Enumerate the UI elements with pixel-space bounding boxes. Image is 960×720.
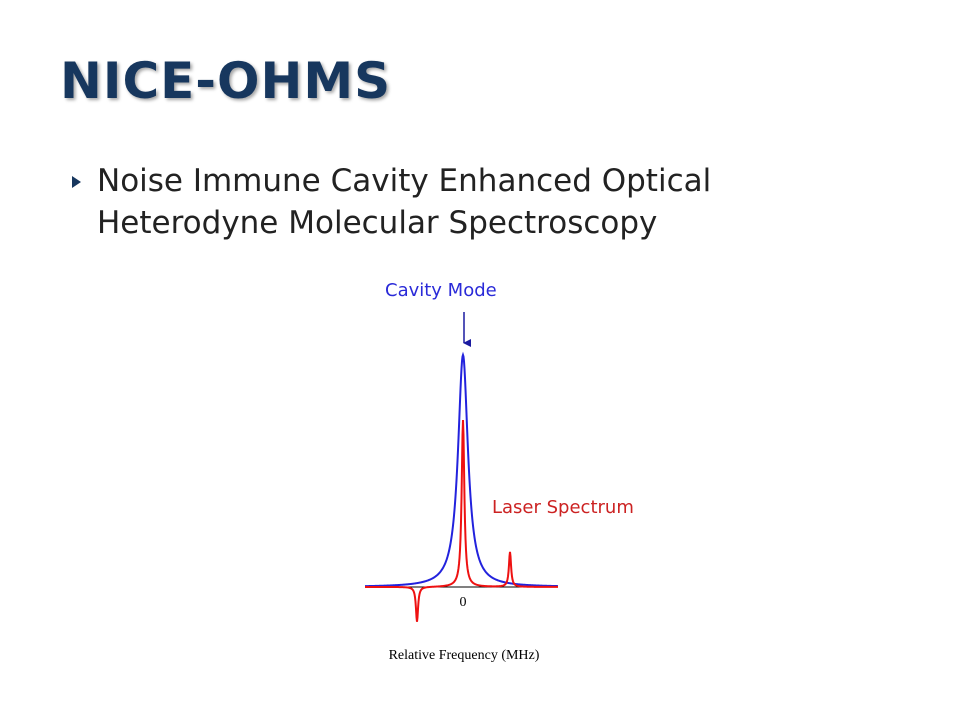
cavity-label: Cavity Mode: [385, 280, 497, 301]
laser-curve: [365, 419, 558, 622]
slide-title: NICE-OHMS: [60, 52, 392, 110]
bullet-text: Noise Immune Cavity Enhanced Optical Het…: [97, 163, 712, 241]
laser-label: Laser Spectrum: [492, 497, 634, 518]
bullet-arrow: [72, 176, 81, 188]
zero-label: 0: [460, 595, 467, 610]
cavity-curve: [364, 351, 559, 588]
x-axis-label: Relative Frequency (MHz): [389, 648, 540, 663]
